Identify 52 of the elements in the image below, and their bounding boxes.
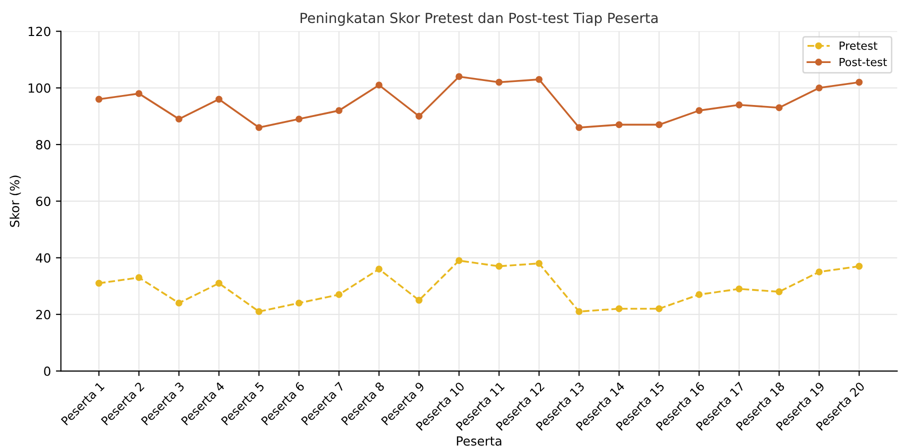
point: [336, 291, 342, 298]
chart-title: Peningkatan Skor Pretest dan Post-test Tiap Peserta: [300, 12, 658, 26]
point: [456, 73, 463, 80]
point: [215, 96, 222, 103]
y-tick-label: 20: [36, 310, 50, 320]
point: [536, 76, 543, 83]
point: [616, 121, 623, 128]
point: [416, 296, 422, 304]
point: [736, 285, 743, 292]
x-axis-title: Peserta: [456, 436, 502, 446]
point: [656, 305, 663, 312]
y-tick-label: 60: [36, 196, 50, 206]
y-tick-label: 40: [36, 253, 50, 263]
point: [576, 124, 583, 132]
point: [816, 268, 823, 276]
point: [656, 121, 663, 128]
y-tick-label: 120: [28, 26, 50, 36]
y-tick-label: 80: [36, 140, 50, 150]
point: [175, 116, 182, 123]
point: [255, 308, 262, 316]
point: [416, 112, 422, 120]
point: [776, 288, 783, 296]
legend-label: Pretest: [840, 42, 878, 50]
point: [296, 300, 302, 307]
point: [776, 104, 783, 112]
legend-label: Post-test: [840, 58, 887, 66]
point: [135, 90, 142, 98]
point: [696, 107, 703, 114]
point: [496, 78, 503, 86]
point: [856, 78, 863, 86]
point: [255, 124, 262, 132]
point: [616, 305, 623, 312]
point: [736, 101, 743, 108]
point: [376, 82, 382, 89]
point: [536, 260, 543, 267]
point: [135, 274, 142, 282]
point: [376, 266, 382, 273]
y-tick-label: 100: [28, 83, 50, 93]
point: [696, 291, 703, 298]
point: [456, 257, 463, 264]
point: [95, 96, 102, 103]
point: [95, 280, 102, 287]
y-tick-label: 0: [44, 366, 50, 376]
point: [856, 262, 863, 270]
point: [496, 262, 503, 270]
point: [816, 84, 823, 92]
point: [215, 280, 222, 287]
point: [175, 300, 182, 307]
point: [576, 308, 583, 316]
point: [336, 107, 342, 114]
point: [296, 116, 302, 123]
y-axis-title: Skor (%): [10, 176, 21, 227]
